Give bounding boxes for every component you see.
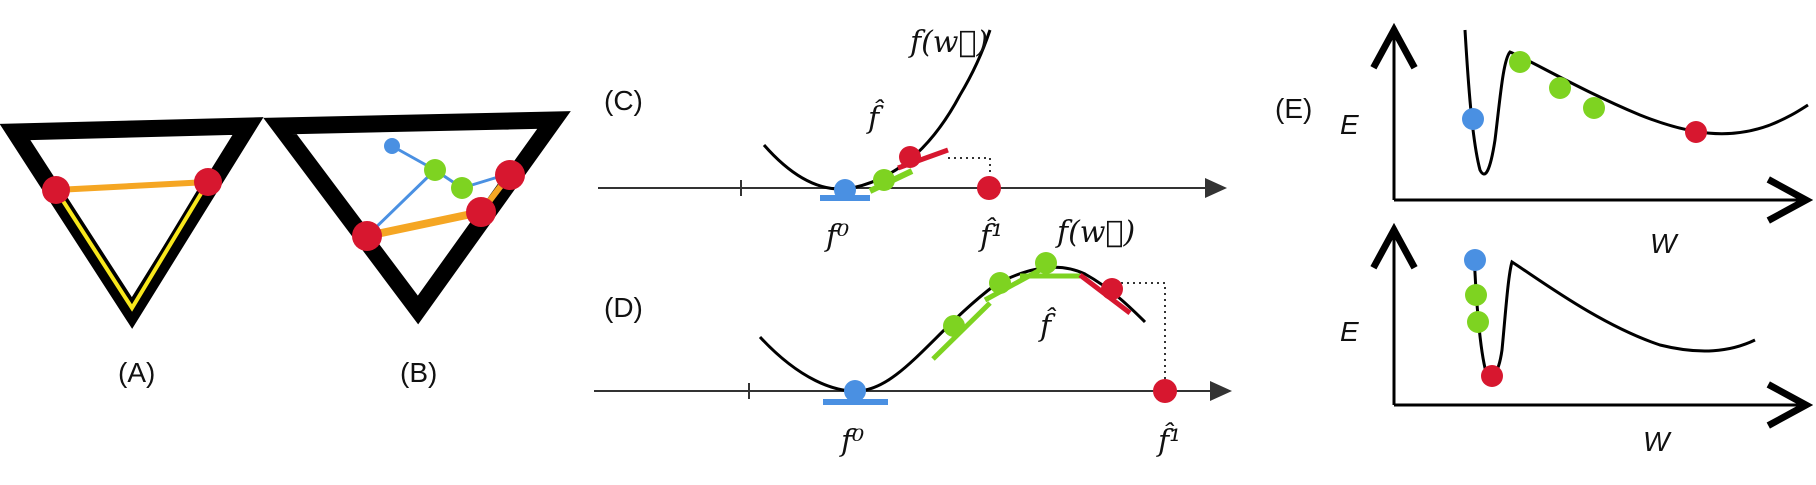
d-fhat-label: f̂	[1038, 307, 1056, 344]
green-point-d-3	[1035, 252, 1057, 274]
triangle-a	[0, 117, 264, 329]
e-top-ylabel: E	[1340, 109, 1359, 140]
blue-link-b-3	[365, 168, 437, 238]
red-point-d	[1101, 278, 1123, 300]
blue-node-b	[384, 138, 400, 154]
blue-point-e-top	[1462, 108, 1484, 130]
red-point-e-top	[1685, 121, 1707, 143]
panel-e-label: (E)	[1275, 93, 1312, 124]
blue-point-c	[834, 179, 856, 201]
green-point-c	[873, 169, 895, 191]
c-f1-label: f̂¹	[978, 217, 1003, 254]
green-point-d-2	[989, 272, 1011, 294]
dotted-link-c	[948, 157, 991, 175]
yellow-path-a	[54, 180, 210, 312]
red-point-d-axis	[1153, 379, 1177, 403]
green-point-d-1	[943, 315, 965, 337]
panel-e-top: (E) E W	[1275, 30, 1808, 259]
c-fhat-label: f̂	[866, 99, 884, 136]
red-node-a-left	[42, 176, 70, 204]
red-point-e-bottom	[1481, 365, 1503, 387]
red-point-c	[899, 146, 921, 168]
panel-d-label: (D)	[604, 292, 643, 323]
d-f0-label: f⁰	[839, 424, 864, 459]
e-bottom-ylabel: E	[1340, 316, 1359, 347]
dotted-link-d	[1115, 282, 1166, 380]
energy-curve-e-top	[1463, 29, 1809, 176]
d-fw-label: f(w⃗)	[1055, 215, 1135, 250]
green-node-b-1	[424, 159, 446, 181]
c-fw-label: f(w⃗)	[908, 25, 988, 60]
green-point-e-top-3	[1583, 97, 1605, 119]
panel-c-label: (C)	[604, 85, 643, 116]
red-node-b-top	[495, 160, 525, 190]
panel-e-bottom: E W	[1340, 230, 1806, 457]
red-node-b-mid	[466, 197, 496, 227]
green-point-e-bottom-2	[1467, 311, 1489, 333]
energy-curve-e-bottom	[1472, 251, 1756, 378]
blue-point-d	[844, 380, 866, 402]
d-f1-label: f̂¹	[1156, 422, 1181, 459]
panel-b: (B)	[263, 111, 571, 388]
panel-b-label: (B)	[400, 357, 437, 388]
green-node-b-2	[451, 177, 473, 199]
blue-point-e-bottom	[1464, 249, 1486, 271]
red-node-b-left	[352, 221, 382, 251]
orange-link-b	[366, 208, 482, 240]
red-node-a-right	[194, 168, 222, 196]
green-point-e-top-2	[1549, 77, 1571, 99]
panel-a: (A)	[0, 117, 264, 388]
panel-a-label: (A)	[118, 357, 155, 388]
green-point-e-bottom-1	[1465, 284, 1487, 306]
panel-d: (D) f(w⃗) f̂ f⁰ f̂¹	[594, 215, 1232, 459]
orange-link-a	[55, 179, 209, 193]
curve-d	[758, 265, 1147, 393]
red-point-c-axis	[977, 176, 1001, 200]
e-top-xlabel: W	[1650, 228, 1679, 259]
green-point-e-top-1	[1509, 51, 1531, 73]
e-bottom-xlabel: W	[1643, 426, 1672, 457]
triangle-b	[263, 111, 571, 325]
c-f0-label: f⁰	[824, 219, 849, 254]
